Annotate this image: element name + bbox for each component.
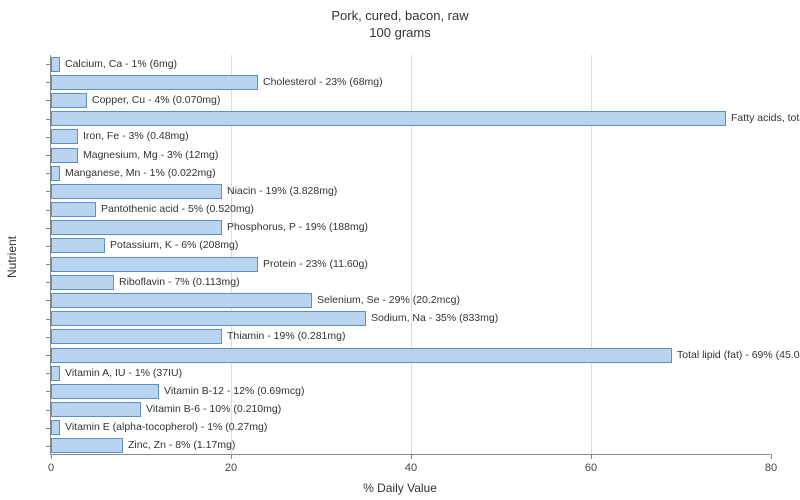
nutrient-bar-label: Total lipid (fat) - 69% (45.04g)	[672, 348, 800, 363]
nutrient-bar-label: Potassium, K - 6% (208mg)	[105, 238, 238, 253]
x-axis-label: % Daily Value	[363, 481, 437, 495]
x-tick	[771, 454, 772, 459]
y-tick	[46, 228, 51, 229]
nutrient-bar-label: Selenium, Se - 29% (20.2mcg)	[312, 293, 460, 308]
nutrient-bar	[51, 75, 258, 90]
nutrient-bar-label: Iron, Fe - 3% (0.48mg)	[78, 129, 189, 144]
nutrient-bar-label: Niacin - 19% (3.828mg)	[222, 184, 337, 199]
nutrient-bar-label: Magnesium, Mg - 3% (12mg)	[78, 148, 218, 163]
x-tick	[231, 454, 232, 459]
y-tick	[46, 82, 51, 83]
y-tick	[46, 446, 51, 447]
nutrient-bar	[51, 329, 222, 344]
nutrient-bar	[51, 166, 60, 181]
chart-plot-area: 020406080Calcium, Ca - 1% (6mg)Cholester…	[50, 55, 770, 455]
nutrient-bar	[51, 238, 105, 253]
x-tick-label: 40	[405, 462, 417, 474]
y-tick	[46, 337, 51, 338]
x-tick	[591, 454, 592, 459]
nutrient-bar	[51, 184, 222, 199]
y-tick	[46, 410, 51, 411]
y-tick	[46, 282, 51, 283]
x-tick-label: 0	[48, 462, 54, 474]
y-tick	[46, 155, 51, 156]
nutrient-bar-label: Phosphorus, P - 19% (188mg)	[222, 220, 368, 235]
nutrient-bar	[51, 402, 141, 417]
nutrient-bar	[51, 293, 312, 308]
x-tick	[411, 454, 412, 459]
y-tick	[46, 319, 51, 320]
y-axis-label: Nutrient	[5, 236, 19, 278]
x-tick-label: 80	[765, 462, 777, 474]
nutrient-bar-label: Cholesterol - 23% (68mg)	[258, 75, 383, 90]
nutrient-bar	[51, 111, 726, 126]
nutrient-bar-label: Riboflavin - 7% (0.113mg)	[114, 275, 240, 290]
nutrient-bar	[51, 129, 78, 144]
y-tick	[46, 391, 51, 392]
title-line1: Pork, cured, bacon, raw	[0, 8, 800, 25]
nutrient-bar	[51, 438, 123, 453]
chart-title: Pork, cured, bacon, raw 100 grams	[0, 0, 800, 42]
nutrient-bar	[51, 420, 60, 435]
nutrient-bar-label: Vitamin B-6 - 10% (0.210mg)	[141, 402, 281, 417]
title-line2: 100 grams	[0, 25, 800, 42]
nutrient-bar	[51, 93, 87, 108]
y-tick	[46, 210, 51, 211]
nutrient-bar	[51, 257, 258, 272]
nutrient-bar-label: Calcium, Ca - 1% (6mg)	[60, 57, 177, 72]
nutrient-bar	[51, 366, 60, 381]
y-tick	[46, 100, 51, 101]
y-tick	[46, 173, 51, 174]
y-tick	[46, 373, 51, 374]
nutrient-bar	[51, 220, 222, 235]
x-tick-label: 20	[225, 462, 237, 474]
y-tick	[46, 64, 51, 65]
nutrient-bar	[51, 148, 78, 163]
y-tick	[46, 355, 51, 356]
nutrient-bar-label: Vitamin E (alpha-tocopherol) - 1% (0.27m…	[60, 420, 267, 435]
x-tick-label: 60	[585, 462, 597, 474]
nutrient-bar	[51, 275, 114, 290]
y-tick	[46, 191, 51, 192]
nutrient-bar	[51, 384, 159, 399]
nutrient-bar-label: Sodium, Na - 35% (833mg)	[366, 311, 498, 326]
nutrient-bar-label: Vitamin B-12 - 12% (0.69mcg)	[159, 384, 304, 399]
nutrient-bar-label: Zinc, Zn - 8% (1.17mg)	[123, 438, 235, 453]
nutrient-bar-label: Vitamin A, IU - 1% (37IU)	[60, 366, 182, 381]
y-tick	[46, 246, 51, 247]
y-tick	[46, 300, 51, 301]
y-tick	[46, 264, 51, 265]
y-tick	[46, 119, 51, 120]
nutrient-bar	[51, 57, 60, 72]
nutrient-bar-label: Copper, Cu - 4% (0.070mg)	[87, 93, 220, 108]
y-tick	[46, 137, 51, 138]
nutrient-bar	[51, 348, 672, 363]
nutrient-bar-label: Thiamin - 19% (0.281mg)	[222, 329, 345, 344]
nutrient-bar-label: Protein - 23% (11.60g)	[258, 257, 368, 272]
nutrient-bar-label: Pantothenic acid - 5% (0.520mg)	[96, 202, 254, 217]
nutrient-bar	[51, 311, 366, 326]
nutrient-bar-label: Fatty acids, total saturated - 75% (14.9…	[726, 111, 800, 126]
y-tick	[46, 428, 51, 429]
x-tick	[51, 454, 52, 459]
nutrient-bar-label: Manganese, Mn - 1% (0.022mg)	[60, 166, 216, 181]
nutrient-bar	[51, 202, 96, 217]
